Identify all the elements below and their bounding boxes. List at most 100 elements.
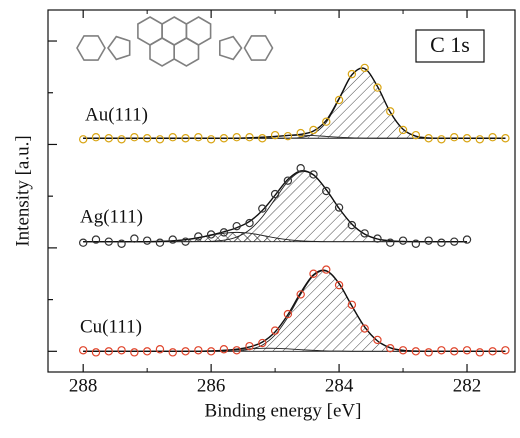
data-point	[450, 237, 459, 246]
data-point	[168, 348, 177, 357]
ring	[107, 35, 131, 61]
data-point	[194, 133, 203, 142]
data-point	[78, 135, 88, 144]
data-point	[411, 130, 421, 140]
x-tick-label: 286	[197, 375, 226, 396]
data-point	[232, 221, 241, 231]
data-point	[488, 347, 497, 356]
ring	[173, 37, 200, 67]
fit-envelope	[83, 170, 468, 243]
data-point	[283, 309, 293, 319]
data-point	[104, 237, 113, 246]
data-point	[501, 346, 510, 355]
data-point	[296, 164, 305, 173]
data-point	[450, 347, 459, 356]
data-point	[334, 95, 344, 105]
data-point	[78, 238, 88, 247]
data-point	[206, 347, 216, 356]
data-point	[104, 347, 113, 356]
data-point	[398, 346, 408, 355]
plot-area	[78, 63, 510, 357]
data-point	[155, 238, 165, 247]
data-point	[130, 133, 139, 142]
data-point	[398, 125, 408, 135]
data-point	[437, 238, 446, 247]
data-point	[117, 346, 126, 355]
ring	[76, 35, 106, 61]
x-tick-label: 284	[325, 375, 354, 396]
series-label: Ag(111)	[80, 206, 143, 227]
data-point	[462, 346, 472, 355]
data-point	[334, 280, 344, 290]
fit-component	[83, 270, 506, 352]
data-point	[437, 135, 446, 144]
data-point	[194, 232, 203, 241]
fit-envelope	[83, 67, 506, 139]
data-point	[270, 189, 280, 199]
molecule-structure	[76, 16, 274, 67]
data-point	[270, 326, 280, 335]
data-point	[411, 239, 421, 248]
y-axis-label: Intensity [a.u.]	[12, 135, 33, 246]
data-point	[245, 133, 254, 142]
data-point	[347, 220, 357, 230]
data-point	[283, 131, 293, 141]
data-point	[386, 238, 395, 247]
axes: 288 286 284 282	[48, 10, 481, 396]
data-point	[130, 348, 139, 357]
data-point	[411, 347, 421, 356]
data-point	[117, 239, 126, 248]
data-point	[322, 265, 331, 274]
chart-title: C 1s	[430, 32, 470, 57]
data-point	[309, 125, 318, 135]
data-point	[437, 346, 446, 355]
data-point	[219, 228, 229, 237]
data-point	[386, 107, 395, 116]
ring	[219, 35, 243, 61]
data-point	[206, 135, 216, 144]
data-point	[168, 235, 177, 244]
fit-component	[83, 232, 468, 242]
data-point	[258, 338, 267, 348]
fit-component	[83, 171, 468, 242]
plot-frame	[47, 9, 516, 373]
title-box	[415, 29, 485, 63]
fit-envelope	[83, 269, 506, 353]
data-point	[373, 83, 382, 92]
data-point	[360, 63, 369, 73]
series-label: Cu(111)	[80, 316, 142, 337]
data-point	[194, 346, 203, 355]
data-point	[181, 347, 190, 356]
data-point	[424, 348, 433, 357]
data-point	[232, 133, 241, 142]
data-point	[309, 269, 318, 278]
data-point	[104, 134, 113, 143]
data-point	[398, 236, 408, 245]
data-point	[296, 128, 305, 138]
data-point	[130, 234, 139, 243]
data-point	[283, 176, 293, 185]
data-point	[347, 300, 357, 309]
data-point	[270, 130, 280, 140]
x-axis-label: Binding energy [eV]	[205, 400, 362, 421]
data-point	[219, 345, 229, 354]
data-point	[245, 218, 254, 228]
data-point	[258, 204, 267, 213]
data-point	[462, 235, 472, 244]
data-point	[219, 134, 229, 143]
data-point	[347, 69, 357, 79]
data-point	[232, 346, 241, 355]
data-point	[424, 236, 433, 245]
data-point	[155, 345, 165, 354]
data-point	[206, 230, 216, 239]
data-point	[91, 235, 101, 244]
data-point	[475, 135, 485, 144]
data-point	[424, 134, 433, 143]
data-point	[245, 341, 254, 351]
data-point	[91, 133, 101, 142]
data-point	[181, 237, 190, 246]
x-tick-label: 282	[453, 375, 482, 396]
data-point	[168, 133, 177, 142]
data-point	[450, 133, 459, 142]
